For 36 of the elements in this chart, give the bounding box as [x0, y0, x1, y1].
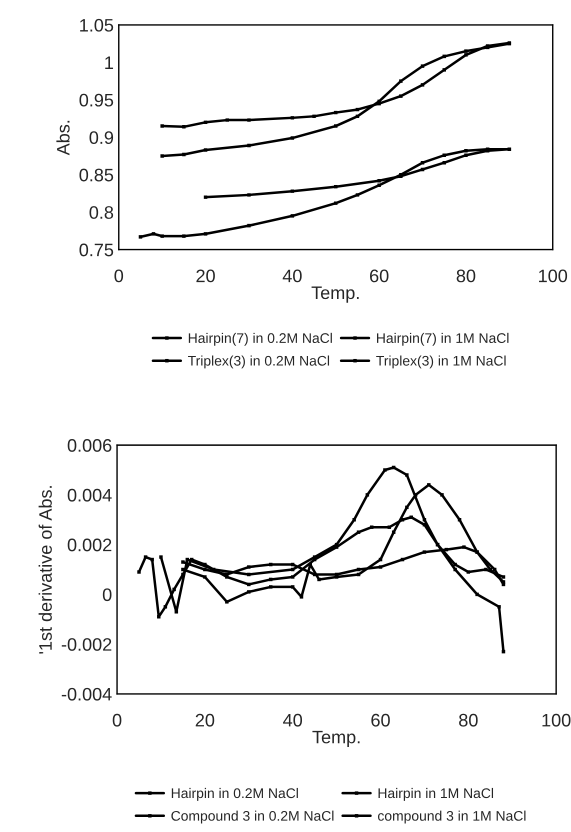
legend-label: Hairpin(7) in 1M NaCl [377, 332, 508, 346]
x-tick-label: 80 [459, 714, 478, 727]
y-tick-label: 0.8 [90, 206, 114, 219]
legend-label: Hairpin(7) in 0.2M NaCl [188, 332, 332, 346]
x-tick-label: 20 [196, 270, 215, 282]
y-axis-title: '1st derivative of Abs. [38, 486, 52, 654]
x-tick-label: 60 [371, 714, 390, 727]
y-tick-label: 0.004 [68, 488, 112, 502]
x-axis-title: Temp. [312, 730, 360, 747]
y-tick-label: 0.006 [68, 439, 112, 452]
x-tick-label: 20 [196, 714, 214, 727]
y-tick-label: 0.9 [90, 131, 114, 144]
legend-label: compound 3 in 1M NaCl [378, 810, 526, 824]
y-tick-label: 1 [105, 56, 114, 69]
x-tick-label: 80 [456, 270, 476, 282]
y-tick-label: 1.05 [80, 18, 114, 32]
legend-label: Compound 3 in 0.2M NaCl [171, 810, 334, 824]
y-tick-label: -0.004 [62, 688, 112, 701]
legend-label: Triplex(3) in 0.2M NaCl [188, 355, 330, 368]
x-tick-label: 60 [370, 270, 388, 282]
x-axis-title: Temp. [312, 286, 359, 303]
y-tick-label: 0 [102, 588, 112, 602]
y-tick-label: 0.95 [79, 94, 114, 107]
y-tick-label: 0.002 [68, 538, 112, 552]
legend-label: Hairpin in 0.2M NaCl [172, 788, 298, 801]
legend-label: Triplex(3) in 1M NaCl [376, 355, 506, 368]
y-tick-label: 0.85 [79, 168, 114, 182]
x-tick-label: 100 [539, 270, 568, 282]
y-tick-label: -0.002 [62, 638, 112, 651]
x-tick-label: 40 [282, 270, 302, 282]
y-tick-label: 0.75 [79, 244, 114, 256]
x-tick-label: 100 [542, 714, 571, 727]
x-tick-label: 0 [114, 270, 124, 282]
y-axis-title: Abs. [56, 120, 70, 156]
legend-label: Hairpin in 1M NaCl [378, 788, 494, 801]
x-tick-label: 40 [283, 714, 302, 727]
